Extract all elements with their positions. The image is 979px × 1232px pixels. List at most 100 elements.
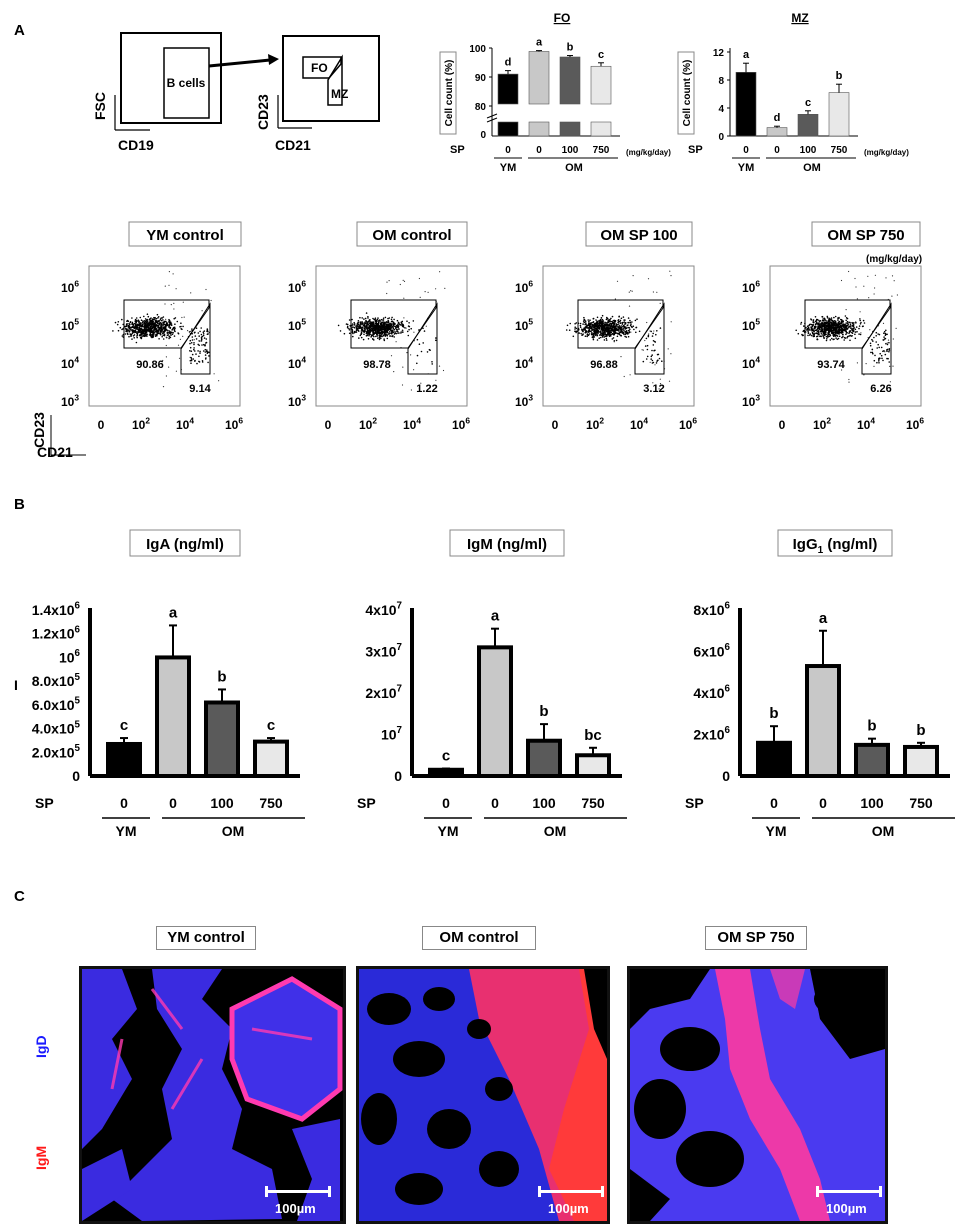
flow-event: [359, 323, 362, 325]
flow-event: [131, 326, 133, 329]
flow-event: [581, 328, 583, 331]
flow-event: [605, 326, 607, 329]
flow-event: [365, 335, 368, 337]
flow-event: [602, 319, 604, 322]
flow-event: [364, 321, 367, 323]
y-tick-label: 2.0x105: [32, 743, 81, 760]
sp-label: SP: [685, 795, 704, 811]
flow-event: [607, 319, 610, 321]
flow-event: [829, 318, 831, 321]
flow-event: [829, 339, 832, 341]
flow-event: [891, 275, 894, 277]
flow-event: [821, 324, 824, 327]
flow-event: [369, 325, 372, 327]
flow-event: [378, 324, 380, 327]
flow-event: [829, 321, 832, 324]
x-tick-label: 750: [593, 145, 610, 156]
significance-letter: a: [743, 49, 750, 61]
flow-event: [168, 366, 170, 368]
flow-event: [357, 321, 359, 324]
flow-event: [845, 327, 848, 330]
flow-event: [848, 335, 850, 337]
flow-event: [836, 335, 839, 337]
flow-event: [356, 327, 358, 329]
flow-event: [670, 321, 672, 323]
y-tick-label: 103: [288, 393, 306, 409]
flow-event: [360, 333, 362, 335]
flow-event: [818, 319, 820, 322]
flow-event: [162, 326, 165, 329]
flow-event: [892, 365, 894, 367]
bar-lower-segment: [590, 121, 612, 137]
flow-event: [600, 334, 603, 337]
flow-event: [413, 369, 415, 371]
ylabel-box: [439, 51, 457, 135]
y-tick-label: 6x106: [693, 642, 730, 659]
flow-event: [878, 362, 880, 364]
flow-event: [886, 343, 889, 346]
flow-event: [568, 329, 571, 332]
x-tick-label: 0: [491, 795, 499, 811]
flow-event: [373, 335, 375, 338]
flow-event: [373, 339, 375, 341]
flow-event: [867, 275, 869, 277]
flow-event: [613, 321, 615, 324]
flow-event: [815, 318, 818, 321]
flow-event: [797, 332, 800, 335]
flow-event: [406, 320, 408, 323]
bar: [766, 127, 788, 137]
flow-event: [827, 320, 830, 323]
flow-event: [158, 322, 160, 325]
flow-event: [128, 330, 131, 333]
flow-event: [583, 316, 585, 319]
x-tick-label: 750: [581, 795, 605, 811]
flow-event: [149, 332, 152, 334]
flow-event: [887, 339, 890, 341]
flow-event: [374, 332, 377, 335]
flow-event: [831, 324, 834, 326]
flow-event: [121, 335, 124, 337]
flow-event: [848, 321, 850, 324]
x-tick-label: 102: [132, 416, 150, 432]
flow-event: [565, 329, 568, 331]
bar: [756, 740, 792, 778]
flow-event: [628, 331, 631, 334]
flow-event: [829, 319, 831, 322]
flow-event: [584, 326, 587, 328]
flow-event: [600, 326, 603, 329]
flow-event: [823, 332, 826, 335]
flow-event: [834, 329, 836, 332]
flow-event: [372, 330, 375, 332]
flow-event: [659, 378, 661, 380]
flow-event: [630, 325, 633, 328]
flow-event: [393, 318, 395, 321]
flow-event: [135, 319, 138, 322]
flow-event: [613, 341, 615, 343]
flow-event: [173, 327, 175, 329]
flow-event: [361, 326, 364, 329]
flow-event: [624, 323, 626, 325]
flow-event: [588, 333, 591, 335]
flow-event: [630, 290, 632, 292]
flow-event: [848, 325, 850, 328]
bar: [428, 767, 464, 779]
panel-letter-a: A: [14, 22, 25, 39]
flow-event: [821, 331, 823, 333]
flow-event: [854, 331, 857, 333]
flow-event: [372, 324, 374, 326]
x-tick-label: 106: [452, 416, 470, 432]
bar-lower-segment: [559, 121, 581, 137]
flow-event: [821, 327, 823, 330]
flow-event: [402, 331, 404, 334]
flow-event: [376, 333, 379, 336]
flow-event: [351, 323, 354, 325]
flow-event: [153, 316, 155, 319]
flow-event: [625, 327, 627, 330]
flow-event: [147, 329, 150, 331]
scale-bar-label: 100µm: [548, 1201, 589, 1216]
flow-event: [392, 330, 394, 333]
flow-event: [371, 328, 374, 331]
flow-event: [621, 323, 624, 325]
flow-event: [125, 325, 127, 328]
flow-event: [812, 321, 814, 324]
